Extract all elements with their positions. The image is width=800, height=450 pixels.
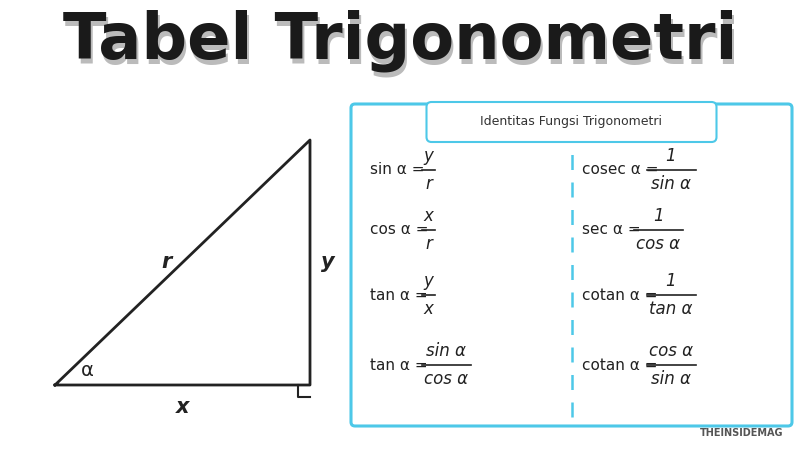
Text: cos α: cos α	[636, 235, 680, 253]
Text: x: x	[423, 207, 434, 225]
Text: cosec α =: cosec α =	[582, 162, 663, 177]
Text: Identitas Fungsi Trigonometri: Identitas Fungsi Trigonometri	[481, 116, 662, 129]
Text: x: x	[423, 300, 434, 318]
Text: sin α: sin α	[651, 175, 691, 193]
Text: Tabel Trigonometri: Tabel Trigonometri	[63, 9, 737, 72]
Text: THEINSIDEMAG: THEINSIDEMAG	[699, 428, 783, 438]
Text: Tabel Trigonometri: Tabel Trigonometri	[66, 15, 739, 77]
Text: 1: 1	[653, 207, 663, 225]
Text: tan α: tan α	[650, 300, 693, 318]
Text: sin α =: sin α =	[370, 162, 430, 177]
Text: sin α: sin α	[426, 342, 466, 360]
Text: tan α =: tan α =	[370, 288, 433, 302]
Text: 1: 1	[666, 147, 676, 165]
Text: y: y	[321, 252, 335, 273]
Text: y: y	[423, 147, 434, 165]
Text: sin α: sin α	[651, 370, 691, 388]
Text: 1: 1	[666, 272, 676, 290]
Text: sec α =: sec α =	[582, 222, 645, 238]
Text: r: r	[425, 235, 432, 253]
Text: tan α =: tan α =	[370, 357, 433, 373]
FancyBboxPatch shape	[426, 102, 717, 142]
Text: cotan α =: cotan α =	[582, 288, 662, 302]
Text: cos α =: cos α =	[370, 222, 434, 238]
Text: cos α: cos α	[649, 342, 693, 360]
Text: y: y	[423, 272, 434, 290]
Text: cos α: cos α	[425, 370, 469, 388]
Text: α: α	[81, 361, 94, 381]
Text: r: r	[425, 175, 432, 193]
Text: r: r	[162, 252, 172, 273]
Text: cotan α =: cotan α =	[582, 357, 662, 373]
Text: x: x	[176, 397, 190, 417]
FancyBboxPatch shape	[351, 104, 792, 426]
